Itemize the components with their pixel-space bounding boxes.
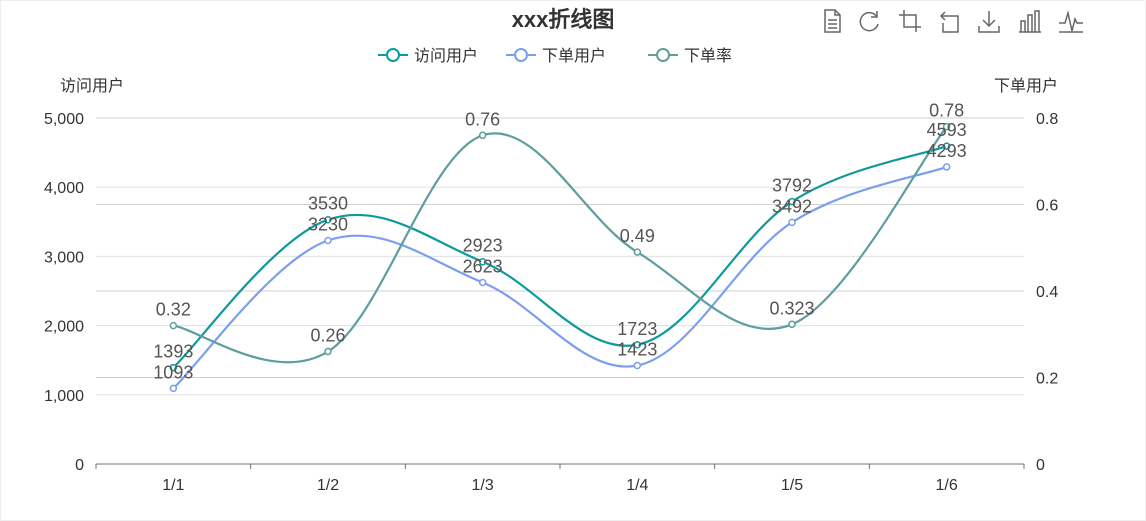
y-left-tick-label: 4,000 — [44, 180, 84, 197]
bar-chart-icon[interactable] — [1018, 9, 1042, 33]
zoom-icon[interactable] — [898, 9, 922, 33]
y-right-axis: 0 0.2 0.4 0.6 0.8 — [1036, 111, 1058, 474]
legend-item-1[interactable]: 下单用户 — [506, 47, 606, 65]
zoom-reset-icon[interactable] — [938, 9, 962, 33]
data-label: 2923 — [463, 236, 503, 256]
data-label: 3792 — [772, 176, 812, 196]
series-layer — [169, 122, 951, 393]
data-label: 1393 — [153, 342, 193, 362]
data-point[interactable] — [478, 257, 487, 266]
data-label: 4593 — [927, 120, 967, 140]
legend-marker — [656, 48, 670, 62]
data-point[interactable] — [169, 384, 178, 393]
legend: 访问用户 下单用户 下单率 — [378, 47, 732, 65]
data-label: 0.26 — [310, 326, 345, 346]
x-tick-label: 1/5 — [781, 477, 803, 494]
y-left-tick-label: 1,000 — [44, 388, 84, 405]
legend-marker — [386, 48, 400, 62]
data-point[interactable] — [942, 122, 951, 131]
y-right-tick-label: 0 — [1036, 457, 1045, 474]
data-label: 3230 — [308, 214, 348, 234]
data-point[interactable] — [788, 320, 796, 329]
data-label: 3492 — [772, 196, 812, 216]
x-tick-label: 1/4 — [626, 477, 648, 494]
data-point[interactable] — [169, 363, 178, 372]
data-point[interactable] — [633, 341, 642, 349]
data-label: 1093 — [153, 362, 193, 382]
x-tick-label: 1/2 — [317, 477, 339, 494]
toolbox — [822, 9, 1084, 33]
y-left-tick-label: 5,000 — [44, 111, 84, 128]
legend-marker — [514, 48, 528, 62]
data-point[interactable] — [478, 131, 487, 140]
legend-item-0[interactable]: 访问用户 — [378, 47, 478, 65]
y-left-tick-label: 2,000 — [44, 319, 84, 336]
data-label: 0.78 — [929, 101, 964, 121]
data-point[interactable] — [324, 236, 332, 245]
data-point[interactable] — [788, 218, 796, 227]
x-tick-label: 1/3 — [472, 477, 494, 494]
series-line-1 — [172, 165, 948, 390]
legend-label: 访问用户 — [414, 47, 478, 65]
data-label: 0.323 — [769, 298, 814, 318]
y-left-tick-label: 0 — [75, 457, 84, 474]
data-point[interactable] — [324, 347, 332, 356]
refresh-icon[interactable] — [857, 9, 881, 33]
line-chart-icon[interactable] — [1058, 9, 1084, 33]
data-point[interactable] — [633, 248, 642, 256]
data-label: 2623 — [463, 256, 503, 276]
y-right-tick-label: 0.8 — [1036, 111, 1058, 128]
y-right-tick-label: 0.2 — [1036, 371, 1058, 388]
y-right-axis-name: 下单用户 — [994, 77, 1058, 95]
legend-label: 下单率 — [684, 47, 732, 65]
data-label: 0.76 — [465, 109, 500, 129]
y-right-tick-label: 0.4 — [1036, 284, 1058, 301]
data-label: 1423 — [617, 340, 657, 360]
data-label: 4293 — [927, 141, 967, 161]
data-label: 3530 — [308, 194, 348, 214]
data-label: 0.32 — [156, 300, 191, 320]
data-labels: 1393 3530 2923 1723 3792 4593 1093 3230 2623 1423… — [153, 101, 966, 383]
data-point[interactable] — [788, 197, 796, 206]
data-point[interactable] — [324, 215, 332, 224]
x-tick-label: 1/1 — [162, 477, 184, 494]
data-point[interactable] — [633, 361, 642, 370]
legend-label: 下单用户 — [542, 47, 606, 65]
data-view-icon[interactable] — [822, 9, 842, 33]
x-axis: 1/1 1/2 1/3 1/4 1/5 1/6 — [95, 463, 1025, 494]
chart-title: xxx折线图 — [512, 7, 615, 32]
data-label: 0.49 — [620, 226, 655, 246]
x-tick-label: 1/6 — [936, 477, 958, 494]
y-right-tick-label: 0.6 — [1036, 198, 1058, 215]
data-point[interactable] — [942, 142, 951, 150]
download-icon[interactable] — [977, 9, 1001, 33]
data-point[interactable] — [169, 321, 178, 330]
data-label: 1723 — [617, 319, 657, 339]
legend-item-2[interactable]: 下单率 — [648, 47, 732, 65]
data-point[interactable] — [942, 163, 951, 171]
y-left-axis: 0 1,000 2,000 3,000 4,000 5,000 — [44, 111, 84, 474]
y-left-axis-name: 访问用户 — [60, 77, 124, 95]
grid-lines — [96, 117, 1024, 396]
y-left-tick-label: 3,000 — [44, 249, 84, 266]
data-point[interactable] — [478, 278, 487, 287]
